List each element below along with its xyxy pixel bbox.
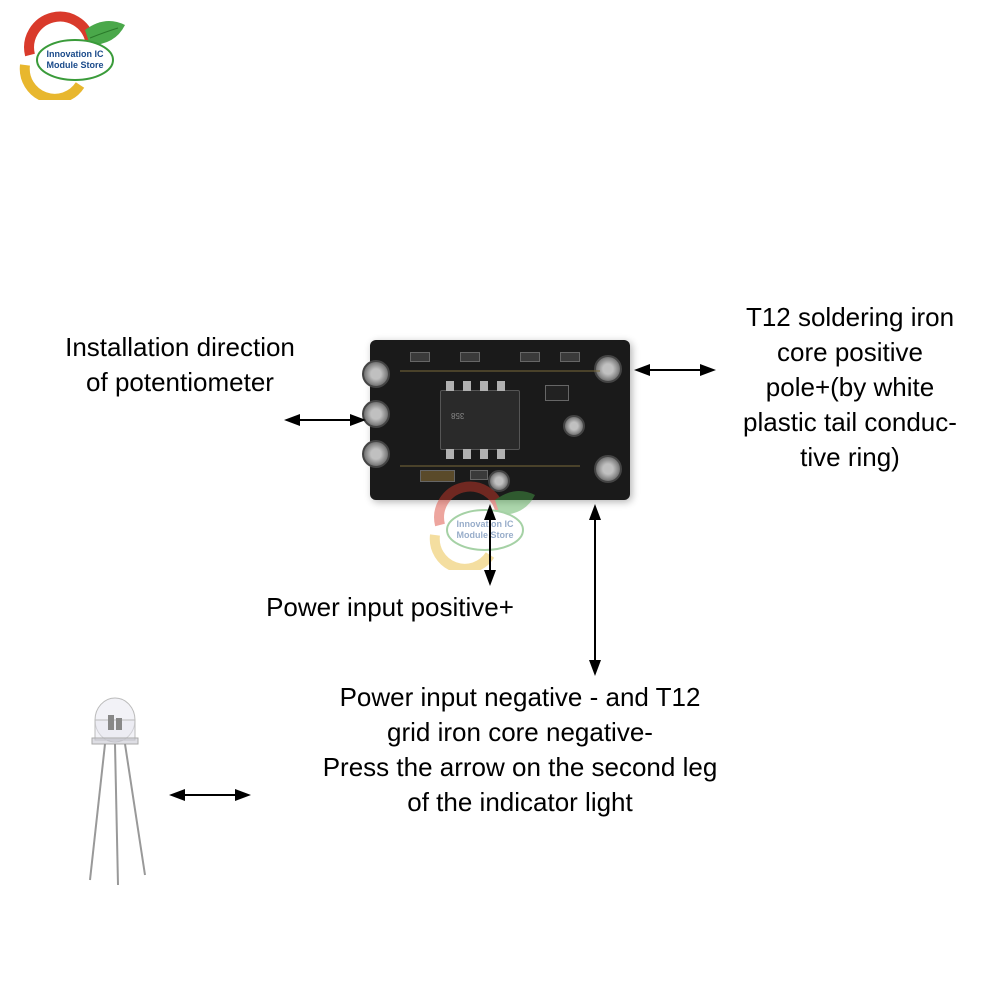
svg-text:Module Store: Module Store bbox=[46, 60, 103, 70]
ic-chip: 358 bbox=[440, 390, 520, 450]
pad-right-mid bbox=[563, 415, 585, 437]
label-left: Installation direction of potentiometer bbox=[30, 330, 330, 400]
label-bottom-line2: grid iron core negative- bbox=[220, 715, 820, 750]
label-middle-line1: Power input positive+ bbox=[230, 590, 550, 625]
led-svg bbox=[70, 690, 170, 890]
label-bottom-line1: Power input negative - and T12 bbox=[220, 680, 820, 715]
label-right: T12 soldering iron core positive pole+(b… bbox=[720, 300, 980, 475]
label-left-line1: Installation direction bbox=[30, 330, 330, 365]
label-right-line1: T12 soldering iron bbox=[720, 300, 980, 335]
svg-text:Module Store: Module Store bbox=[456, 530, 513, 540]
pad-left-2 bbox=[362, 400, 390, 428]
label-right-line2: core positive bbox=[720, 335, 980, 370]
chip-marking: 358 bbox=[451, 411, 464, 420]
smd-1 bbox=[410, 352, 430, 362]
circuit-board: 358 bbox=[370, 340, 630, 500]
logo-top: Innovation IC Module Store bbox=[10, 10, 140, 100]
smd-5 bbox=[470, 470, 488, 480]
label-bottom-line4: of the indicator light bbox=[220, 785, 820, 820]
pad-left-3 bbox=[362, 440, 390, 468]
smd-sot bbox=[545, 385, 569, 401]
smd-4 bbox=[560, 352, 580, 362]
logo-watermark: Innovation IC Module Store bbox=[420, 480, 550, 570]
pad-right-bottom bbox=[594, 455, 622, 483]
label-right-line5: tive ring) bbox=[720, 440, 980, 475]
label-right-line4: plastic tail conduc- bbox=[720, 405, 980, 440]
label-bottom: Power input negative - and T12 grid iron… bbox=[220, 680, 820, 820]
svg-text:Innovation IC: Innovation IC bbox=[47, 49, 104, 59]
pad-right-top bbox=[594, 355, 622, 383]
smd-3 bbox=[520, 352, 540, 362]
svg-text:Innovation IC: Innovation IC bbox=[457, 519, 514, 529]
led-component bbox=[70, 690, 170, 890]
logo-svg: Innovation IC Module Store bbox=[10, 10, 140, 100]
pad-left-1 bbox=[362, 360, 390, 388]
smd-2 bbox=[460, 352, 480, 362]
label-middle: Power input positive+ bbox=[230, 590, 550, 625]
label-bottom-line3: Press the arrow on the second leg bbox=[220, 750, 820, 785]
label-left-line2: of potentiometer bbox=[30, 365, 330, 400]
label-right-line3: pole+(by white bbox=[720, 370, 980, 405]
